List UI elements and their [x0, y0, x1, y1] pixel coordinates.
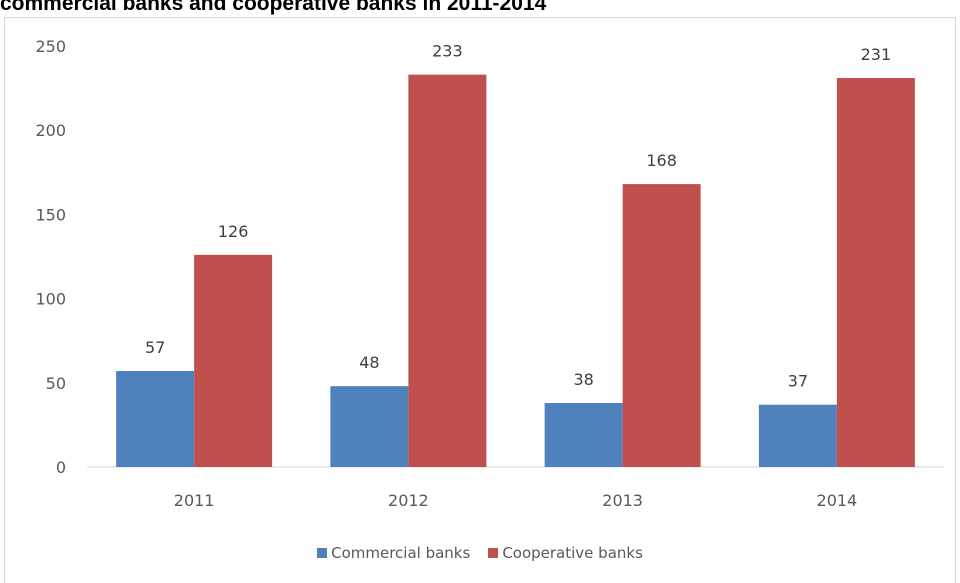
- data-label: 48: [359, 353, 379, 372]
- legend-label-cooperative: Cooperative banks: [502, 544, 643, 562]
- data-label: 126: [218, 222, 249, 241]
- data-label: 38: [573, 370, 593, 389]
- y-tick-label: 50: [46, 374, 66, 393]
- legend-item-cooperative[interactable]: Cooperative banks: [488, 544, 643, 562]
- y-tick-label: 250: [35, 37, 66, 56]
- bar-commercial-2011: [116, 371, 194, 467]
- data-label: 168: [646, 151, 677, 170]
- legend-label-commercial: Commercial banks: [331, 544, 470, 562]
- bar-cooperative-2013: [623, 184, 701, 467]
- legend: Commercial banks Cooperative banks: [0, 540, 960, 566]
- data-label: 231: [861, 45, 892, 64]
- legend-item-commercial[interactable]: Commercial banks: [317, 544, 470, 562]
- data-label: 37: [788, 372, 808, 391]
- bar-commercial-2014: [759, 405, 837, 467]
- y-axis: 0 50 100 150 200 250: [35, 37, 66, 477]
- bar-cooperative-2011: [194, 255, 272, 467]
- x-tick-label: 2013: [602, 491, 643, 510]
- data-label: 233: [432, 42, 463, 61]
- bars: [116, 75, 915, 467]
- y-tick-label: 150: [35, 205, 66, 224]
- y-tick-label: 100: [35, 290, 66, 309]
- data-label: 57: [145, 338, 165, 357]
- bar-commercial-2013: [545, 403, 623, 467]
- bar-cooperative-2012: [408, 75, 486, 467]
- x-tick-label: 2014: [817, 491, 858, 510]
- x-tick-label: 2011: [174, 491, 215, 510]
- x-tick-label: 2012: [388, 491, 429, 510]
- y-tick-label: 200: [35, 121, 66, 140]
- legend-swatch-cooperative: [488, 548, 498, 558]
- legend-swatch-commercial: [317, 548, 327, 558]
- y-tick-label: 0: [56, 458, 66, 477]
- x-axis: 2011 2012 2013 2014: [174, 491, 857, 510]
- bar-cooperative-2014: [837, 78, 915, 467]
- bar-commercial-2012: [330, 386, 408, 467]
